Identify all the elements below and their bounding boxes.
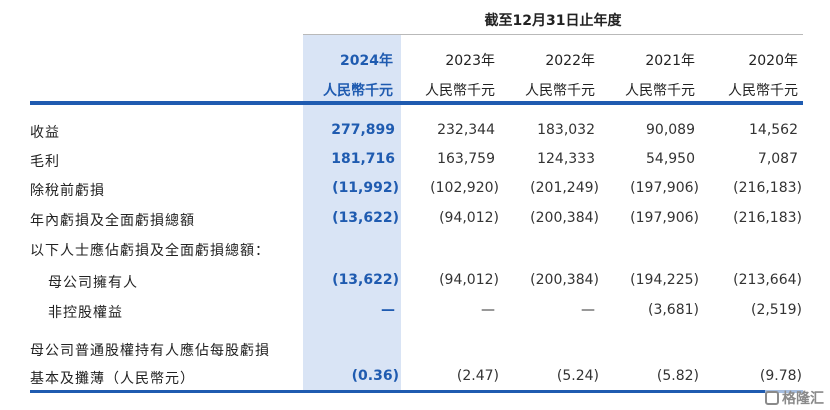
cell-2020: (216,183) <box>733 180 802 196</box>
cell-2022: — <box>581 302 595 318</box>
cell-2022: 124,333 <box>537 151 595 167</box>
cell-2023: (94,012) <box>439 210 499 226</box>
cell-2024: (11,992) <box>332 180 399 196</box>
row-label: 除稅前虧損 <box>30 183 105 199</box>
cell-2023: 163,759 <box>437 151 495 167</box>
cell-2024: — <box>381 302 395 318</box>
col-year-2022: 2022年 <box>545 53 595 69</box>
col-year-2024: 2024年 <box>340 53 393 69</box>
watermark: 格隆汇 <box>765 388 824 408</box>
cell-2020: 7,087 <box>757 151 798 167</box>
cell-2022: (5.24) <box>556 368 599 384</box>
cell-2021: 90,089 <box>646 122 695 138</box>
col-year-2020: 2020年 <box>748 53 798 69</box>
row-label: 母公司擁有人 <box>48 275 138 291</box>
row-label: 母公司普通股權持有人應佔每股虧損 <box>30 343 270 359</box>
row-label: 非控股權益 <box>48 305 123 321</box>
cell-2024: 277,899 <box>331 122 395 138</box>
cell-2023: (2.47) <box>456 368 499 384</box>
row-label: 毛利 <box>30 154 60 170</box>
cell-2021: (194,225) <box>630 272 699 288</box>
cell-2024: (13,622) <box>332 272 399 288</box>
col-year-2021: 2021年 <box>645 53 695 69</box>
row-label: 收益 <box>30 125 60 141</box>
watermark-text: 格隆汇 <box>782 391 824 407</box>
cell-2021: (3,681) <box>647 302 699 318</box>
cell-2020: 14,562 <box>749 122 798 138</box>
cell-2024: (0.36) <box>351 368 399 384</box>
col-unit-2023: 人民幣千元 <box>425 83 495 99</box>
cell-2020: (216,183) <box>733 210 802 226</box>
cell-2021: (197,906) <box>630 180 699 196</box>
col-unit-2022: 人民幣千元 <box>525 83 595 99</box>
cell-2023: 232,344 <box>437 122 495 138</box>
cell-2020: (213,664) <box>733 272 802 288</box>
cell-2021: (5.82) <box>656 368 699 384</box>
col-unit-2020: 人民幣千元 <box>728 83 798 99</box>
watermark-logo-icon <box>765 391 779 405</box>
cell-2023: (102,920) <box>430 180 499 196</box>
period-title: 截至12月31日止年度 <box>484 13 622 29</box>
cell-2020: (2,519) <box>750 302 802 318</box>
col-unit-2024: 人民幣千元 <box>323 83 393 99</box>
row-label: 以下人士應佔虧損及全面虧損總額： <box>30 243 270 259</box>
row-label: 年內虧損及全面虧損總額 <box>30 213 195 229</box>
current-year-highlight <box>303 34 401 393</box>
cell-2021: 54,950 <box>646 151 695 167</box>
cell-2023: — <box>481 302 495 318</box>
cell-2024: 181,716 <box>331 151 395 167</box>
cell-2023: (94,012) <box>439 272 499 288</box>
row-label: 基本及攤薄（人民幣元） <box>30 371 195 387</box>
table-top-rule <box>30 101 803 105</box>
cell-2024: (13,622) <box>332 210 399 226</box>
cell-2022: (200,384) <box>530 272 599 288</box>
col-unit-2021: 人民幣千元 <box>625 83 695 99</box>
cell-2020: (9.78) <box>759 368 802 384</box>
col-year-2023: 2023年 <box>445 53 495 69</box>
cell-2022: (200,384) <box>530 210 599 226</box>
table-bottom-rule <box>30 390 803 393</box>
cell-2022: 183,032 <box>537 122 595 138</box>
cell-2022: (201,249) <box>530 180 599 196</box>
cell-2021: (197,906) <box>630 210 699 226</box>
period-underline <box>303 34 803 35</box>
